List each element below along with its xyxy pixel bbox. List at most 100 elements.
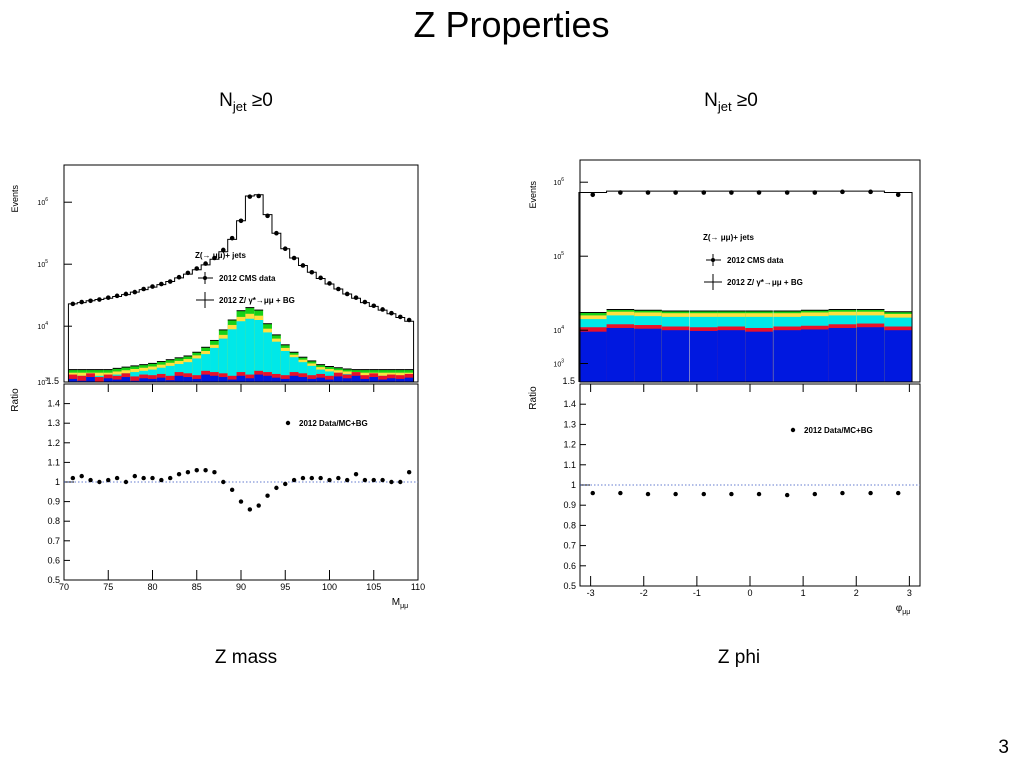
ratio-point xyxy=(185,470,191,475)
ratio-tick-label: 1.2 xyxy=(47,438,60,448)
ratio-point xyxy=(97,479,102,485)
ratio-tick-label: 0.7 xyxy=(47,536,60,546)
stack-bar xyxy=(307,378,317,382)
stack-bar xyxy=(210,347,219,382)
ratio-point xyxy=(345,477,350,483)
ratio-point xyxy=(123,479,129,485)
ratio-tick-label: 1 xyxy=(55,477,60,487)
subtitle-sub: jet xyxy=(232,98,247,114)
ratio-point xyxy=(141,475,146,481)
ratio-tick-label: 0.5 xyxy=(47,575,60,585)
ratio-point xyxy=(336,475,341,481)
ratio-point xyxy=(238,499,244,504)
y-axis-label-events: Events xyxy=(10,185,20,213)
data-point xyxy=(105,295,111,300)
stack-bar xyxy=(77,375,87,382)
ratio-tick-label: 1.5 xyxy=(46,376,59,386)
stack-bar xyxy=(395,375,405,382)
slide-title: Z Properties xyxy=(413,4,610,45)
ratio-point xyxy=(79,473,84,479)
data-point xyxy=(291,255,297,261)
x-tick-label: 110 xyxy=(411,582,425,592)
ratio-tick-label: 0.8 xyxy=(47,516,60,526)
stack-bar xyxy=(86,377,95,382)
stack-bar xyxy=(254,320,264,382)
data-point xyxy=(274,230,279,236)
y-axis-label-ratio: Ratio xyxy=(10,388,21,412)
x-tick-label: 105 xyxy=(366,582,381,592)
stack-bar xyxy=(227,375,237,382)
ratio-tick-label: 0.6 xyxy=(47,555,60,565)
data-point xyxy=(70,301,76,307)
stack-bar xyxy=(165,380,175,382)
data-point xyxy=(203,261,208,266)
log-tick-label: 106 xyxy=(37,197,48,207)
ratio-point xyxy=(318,475,323,481)
stack-bar xyxy=(316,377,326,382)
ratio-point xyxy=(194,468,199,473)
subtitle-tail: ≥0 xyxy=(246,90,273,111)
stack-bar xyxy=(245,318,255,382)
x-tick-label: 100 xyxy=(322,582,337,592)
stack-bar xyxy=(404,377,414,382)
ratio-point xyxy=(398,479,403,485)
ratio-point xyxy=(380,477,385,483)
upper-frame xyxy=(63,164,419,383)
stack-bar xyxy=(351,375,361,382)
ratio-point xyxy=(291,477,297,483)
stack-bar xyxy=(165,365,175,382)
x-tick-label: 75 xyxy=(103,582,113,592)
data-point xyxy=(79,299,84,305)
ratio-point xyxy=(362,477,368,483)
subtitle-sub: jet xyxy=(717,98,732,114)
legend-ratio-label: 2012 Data/MC+BG xyxy=(299,419,368,428)
stack-bar xyxy=(342,378,352,382)
stack-bar xyxy=(192,375,202,382)
ratio-point xyxy=(283,481,288,487)
ratio-point xyxy=(221,479,226,485)
stack-bar xyxy=(218,377,228,382)
caption-z-phi: Z phi xyxy=(717,647,761,668)
stack-bar xyxy=(387,378,396,382)
data-point xyxy=(221,247,226,253)
ratio-point xyxy=(70,475,76,481)
stack-bar xyxy=(112,379,122,382)
stack-bar xyxy=(227,329,237,382)
ratio-point xyxy=(168,475,173,481)
legend-mc-label: 2012 Z/ γ*→μμ + BG xyxy=(219,296,295,305)
stack-bar xyxy=(280,378,290,382)
data-point xyxy=(362,299,368,305)
data-point xyxy=(114,293,120,299)
data-point xyxy=(132,289,138,295)
data-point xyxy=(282,246,288,251)
stack-bar xyxy=(77,380,87,382)
ratio-point xyxy=(132,473,137,479)
stack-bar xyxy=(148,375,157,382)
data-point xyxy=(238,218,244,224)
stack-bar xyxy=(236,375,246,382)
log-tick-label: 105 xyxy=(37,259,48,269)
stack-bar xyxy=(378,379,388,382)
stack-bar xyxy=(263,332,272,382)
x-tick-label: 70 xyxy=(59,582,69,592)
data-point xyxy=(247,194,253,199)
data-point xyxy=(318,275,323,281)
panel-subtitle-mass: Njet ≥0 xyxy=(186,90,306,114)
data-point xyxy=(167,279,173,284)
stack-bar xyxy=(227,379,237,382)
stack-bar xyxy=(245,378,255,382)
ratio-point xyxy=(150,475,155,481)
ratio-point xyxy=(229,487,235,493)
data-point xyxy=(265,213,270,219)
data-point xyxy=(194,266,200,271)
stack-bar xyxy=(307,375,317,382)
ratio-tick-label: 1.1 xyxy=(47,457,60,467)
stack-bar xyxy=(68,378,78,382)
stack-bar xyxy=(360,378,370,382)
stack-bar xyxy=(218,338,228,382)
stack-bar xyxy=(280,375,290,382)
stack-bar xyxy=(192,358,202,382)
ratio-point xyxy=(176,471,182,477)
stack-bar xyxy=(183,377,193,382)
x-tick-label: 95 xyxy=(280,582,290,592)
